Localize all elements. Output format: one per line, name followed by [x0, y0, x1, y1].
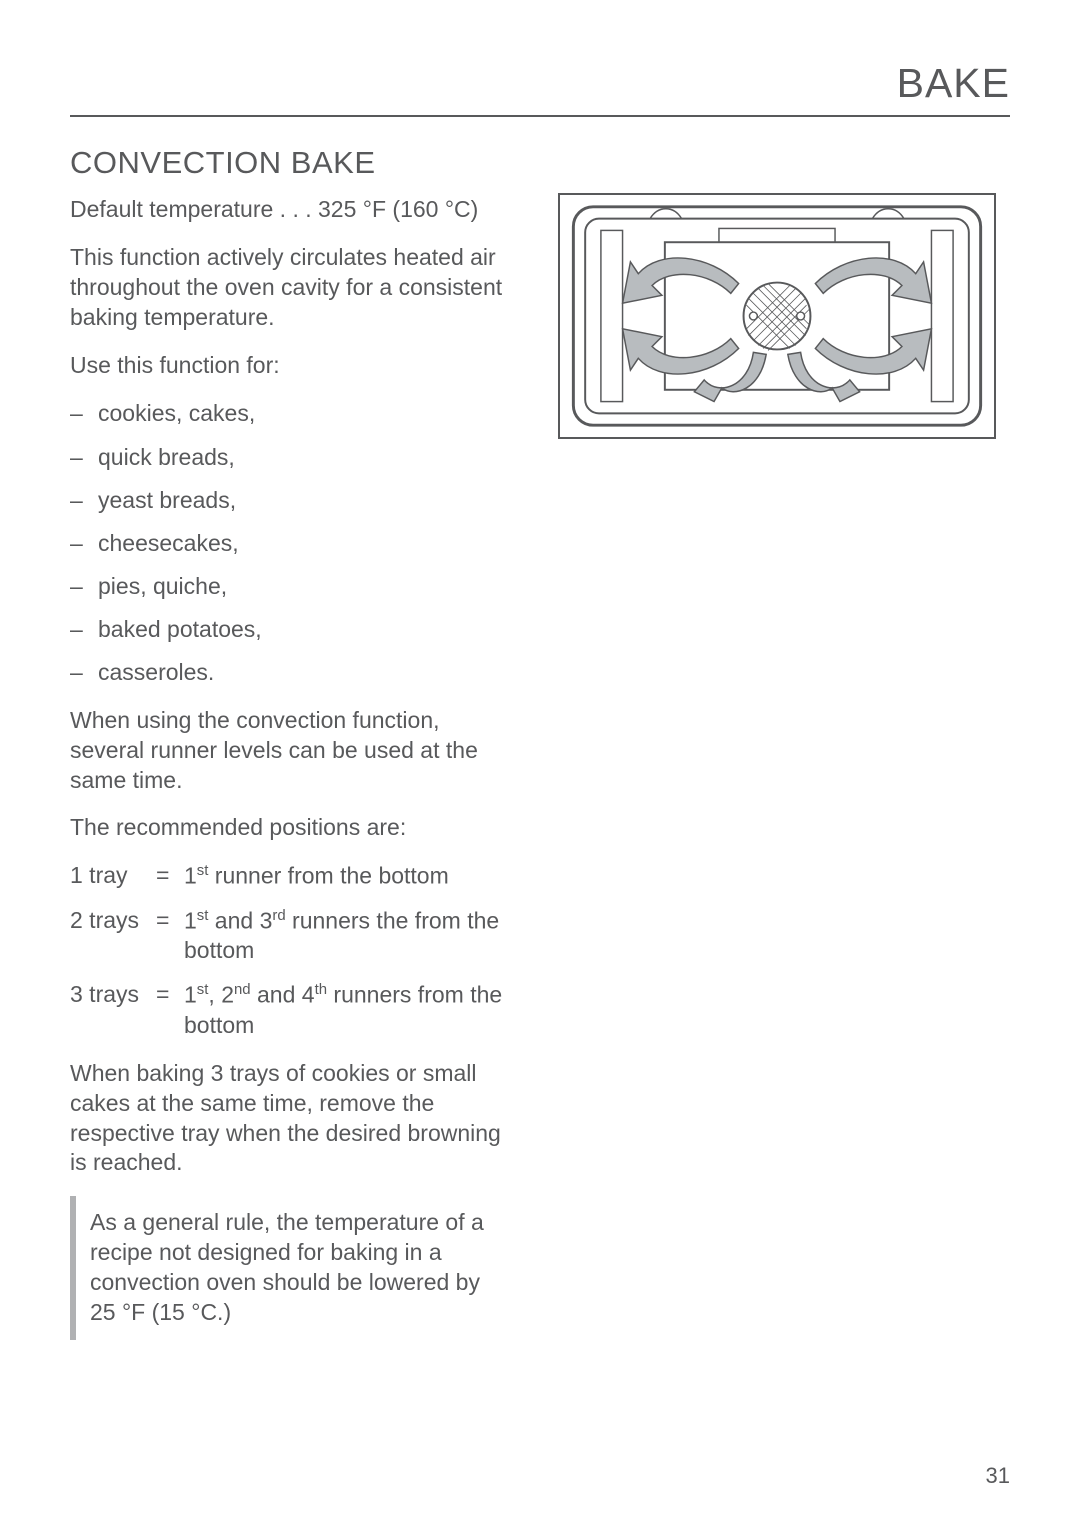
tray-label: 2 trays	[70, 906, 156, 966]
page-header: BAKE	[70, 60, 1010, 107]
tray-row: 3 trays = 1st, 2nd and 4th runners from …	[70, 980, 510, 1040]
section-title: CONVECTION BAKE	[70, 145, 510, 181]
list-item: cookies, cakes,	[70, 398, 510, 429]
uses-intro: Use this function for:	[70, 351, 510, 381]
tray-desc: 1st and 3rd runners the from the bottom	[184, 906, 510, 966]
list-item: cheesecakes,	[70, 528, 510, 559]
default-temp: Default temperature . . . 325 °F (160 °C…	[70, 195, 510, 225]
tray-eq: =	[156, 980, 184, 1040]
tray-eq: =	[156, 861, 184, 892]
list-item: yeast breads,	[70, 485, 510, 516]
browning-note: When baking 3 trays of cookies or small …	[70, 1059, 510, 1179]
right-column	[558, 145, 1010, 1340]
positions-intro: The recommended positions are:	[70, 813, 510, 843]
left-column: CONVECTION BAKE Default temperature . . …	[70, 145, 510, 1340]
tray-eq: =	[156, 906, 184, 966]
tray-desc: 1st runner from the bottom	[184, 861, 510, 892]
tray-row: 1 tray = 1st runner from the bottom	[70, 861, 510, 892]
tray-label: 1 tray	[70, 861, 156, 892]
list-item: pies, quiche,	[70, 571, 510, 602]
page-number: 31	[986, 1463, 1010, 1489]
convection-diagram	[558, 193, 996, 439]
header-divider	[70, 115, 1010, 117]
boxed-note: As a general rule, the temperature of a …	[70, 1196, 502, 1340]
list-item: baked potatoes,	[70, 614, 510, 645]
tray-row: 2 trays = 1st and 3rd runners the from t…	[70, 906, 510, 966]
tray-desc: 1st, 2nd and 4th runners from the bottom	[184, 980, 510, 1040]
list-item: quick breads,	[70, 442, 510, 473]
uses-list: cookies, cakes, quick breads, yeast brea…	[70, 398, 510, 687]
content-columns: CONVECTION BAKE Default temperature . . …	[70, 145, 1010, 1340]
tray-label: 3 trays	[70, 980, 156, 1040]
runner-intro: When using the convection function, seve…	[70, 706, 510, 796]
tray-positions-table: 1 tray = 1st runner from the bottom 2 tr…	[70, 861, 510, 1040]
function-description: This function actively circulates heated…	[70, 243, 510, 333]
list-item: casseroles.	[70, 657, 510, 688]
